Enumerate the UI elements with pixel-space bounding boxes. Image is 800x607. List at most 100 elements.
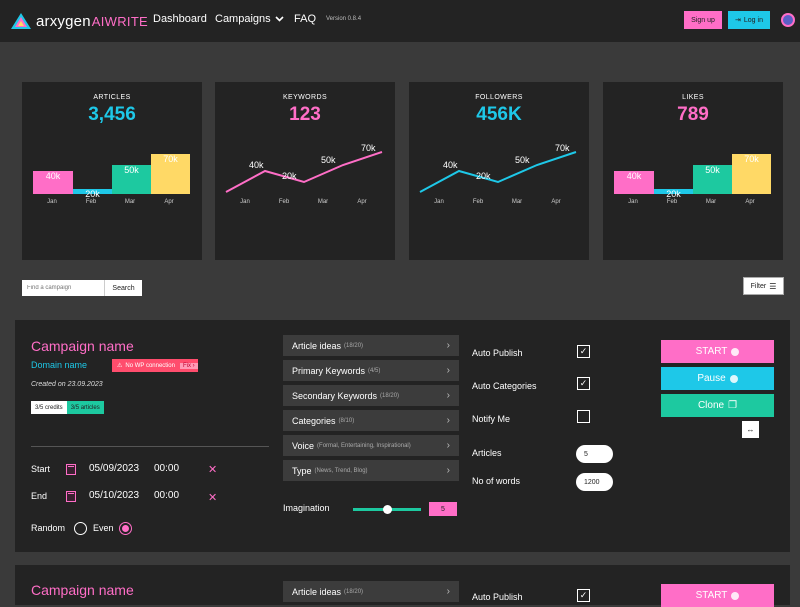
start-button[interactable]: START	[661, 340, 774, 363]
signup-button[interactable]: Sign up	[684, 11, 722, 29]
x-tick-label: Jan	[240, 199, 250, 205]
option-primary-keywords[interactable]: Primary Keywords (4/5) ›	[283, 360, 459, 381]
stat-value: 3,456	[88, 104, 136, 125]
bar: 20k	[73, 189, 112, 199]
words-input[interactable]: 1200	[576, 473, 613, 491]
option-count: (Formal, Entertaining, Inspirational)	[317, 442, 411, 449]
option-count: (18/20)	[380, 392, 400, 399]
stat-card-keywords: KEYWORDS 123 40k 20k 50k 70k Jan Feb Mar Apr	[215, 82, 395, 260]
nav-campaigns-label: Campaigns	[215, 13, 271, 25]
clone-button[interactable]: Clone ❐	[661, 394, 774, 417]
option-secondary-keywords[interactable]: Secondary Keywords (18/20) ›	[283, 385, 459, 406]
chevron-down-icon	[275, 16, 284, 22]
login-label: Log in	[743, 16, 763, 24]
point-data-label: 20k	[282, 171, 297, 181]
x-tick-label: Apr	[164, 199, 174, 205]
search-button[interactable]: Search	[104, 280, 142, 296]
x-tick-label: Feb	[472, 199, 484, 205]
imagination-label: Imagination	[283, 503, 330, 513]
search-input[interactable]	[22, 280, 104, 296]
campaign-panel: Campaign name Domain name ⚠ No WP connec…	[15, 320, 790, 552]
imagination-value[interactable]: 5	[429, 502, 457, 516]
x-tick-label: Feb	[278, 199, 290, 205]
line-chart	[419, 151, 577, 193]
avatar-image	[783, 15, 793, 25]
filter-button[interactable]: Filter ☰	[743, 277, 784, 295]
login-button[interactable]: ⇥ Log in	[728, 11, 770, 29]
auto-publish-checkbox[interactable]: ✓	[577, 345, 590, 358]
nav-faq[interactable]: FAQ	[294, 13, 317, 25]
start-label: START	[695, 590, 728, 601]
point-data-label: 70k	[361, 143, 376, 153]
warning-icon: ⚠	[117, 363, 123, 369]
expand-icon: ↔	[746, 425, 755, 434]
fix-link[interactable]: Fix ›	[179, 362, 198, 369]
series-line	[419, 151, 577, 193]
articles-input[interactable]: 5	[576, 445, 613, 463]
bar-data-label: 70k	[163, 154, 178, 164]
even-radio[interactable]	[119, 522, 132, 535]
option-label: Article ideas	[292, 340, 342, 351]
expand-button[interactable]: ↔	[742, 421, 759, 438]
bar: 70k	[732, 154, 771, 194]
pause-label: Pause	[697, 373, 726, 384]
bar-data-label: 40k	[626, 171, 642, 181]
imagination-slider[interactable]	[353, 505, 421, 514]
chevron-right-icon: ›	[446, 390, 450, 401]
option-label: Article ideas	[292, 586, 342, 597]
created-date: Created on 23.09.2023	[31, 381, 103, 388]
option-label: Categories	[292, 415, 336, 426]
campaign-panel-2: Campaign name Article ideas (18/20) › Au…	[15, 565, 790, 607]
credits-badges: 3/5 credits 3/5 articles	[31, 401, 104, 414]
start-button[interactable]: START	[661, 584, 774, 607]
calendar-icon[interactable]	[66, 491, 76, 502]
option-count: (18/20)	[344, 588, 364, 595]
point-data-label: 70k	[555, 143, 570, 153]
bar: 40k	[614, 171, 654, 194]
logo-icon	[11, 13, 31, 29]
play-icon	[731, 591, 740, 600]
bar-data-label: 50k	[705, 165, 720, 175]
notify-me-checkbox[interactable]	[577, 410, 590, 423]
bar-data-label: 40k	[45, 171, 61, 181]
chevron-right-icon: ›	[446, 465, 450, 476]
auto-publish-checkbox[interactable]: ✓	[577, 589, 590, 602]
x-tick-label: Apr	[745, 199, 755, 205]
logo[interactable]: arxygen AIWRITE	[10, 11, 148, 31]
calendar-icon[interactable]	[66, 464, 76, 475]
option-article-ideas[interactable]: Article ideas (18/20) ›	[283, 581, 459, 602]
option-article-ideas[interactable]: Article ideas (18/20) ›	[283, 335, 459, 356]
version-label: Version 0.8.4	[326, 16, 362, 22]
avatar[interactable]	[781, 13, 795, 27]
option-categories[interactable]: Categories (8/10) ›	[283, 410, 459, 431]
option-voice[interactable]: Voice (Formal, Entertaining, Inspirationa…	[283, 435, 459, 456]
campaign-name[interactable]: Campaign name	[31, 338, 134, 354]
option-type[interactable]: Type (News, Trend, Blog) ›	[283, 460, 459, 481]
pause-button[interactable]: Pause	[661, 367, 774, 390]
domain-name[interactable]: Domain name	[31, 360, 88, 370]
clear-end-icon[interactable]: ✕	[208, 492, 218, 504]
credits-badge: 3/5 credits	[31, 401, 67, 414]
stat-label: ARTICLES	[93, 94, 131, 101]
start-date[interactable]: 05/09/2023	[89, 463, 140, 474]
x-tick-label: Mar	[705, 199, 717, 205]
point-data-label: 40k	[249, 160, 264, 170]
even-label: Even	[93, 523, 114, 533]
random-radio[interactable]	[74, 522, 87, 535]
logo-wordmark: arxygen	[36, 12, 91, 30]
auto-categories-checkbox[interactable]: ✓	[577, 377, 590, 390]
stat-card-articles: ARTICLES 3,456 40k 20k 50k 70k Jan Feb Mar Apr	[22, 82, 202, 260]
divider	[31, 446, 269, 447]
campaign-name[interactable]: Campaign name	[31, 582, 134, 598]
filter-label: Filter	[750, 282, 767, 290]
start-time[interactable]: 00:00	[154, 463, 180, 474]
nav-dashboard[interactable]: Dashboard	[153, 13, 207, 25]
articles-badge: 3/5 articles	[66, 401, 104, 414]
slider-handle[interactable]	[383, 505, 392, 514]
end-time[interactable]: 00:00	[154, 490, 180, 501]
nav-campaigns[interactable]: Campaigns	[215, 13, 284, 25]
point-data-label: 50k	[321, 155, 336, 165]
chevron-right-icon: ›	[446, 415, 450, 426]
end-date[interactable]: 05/10/2023	[89, 490, 140, 501]
clear-start-icon[interactable]: ✕	[208, 464, 218, 476]
